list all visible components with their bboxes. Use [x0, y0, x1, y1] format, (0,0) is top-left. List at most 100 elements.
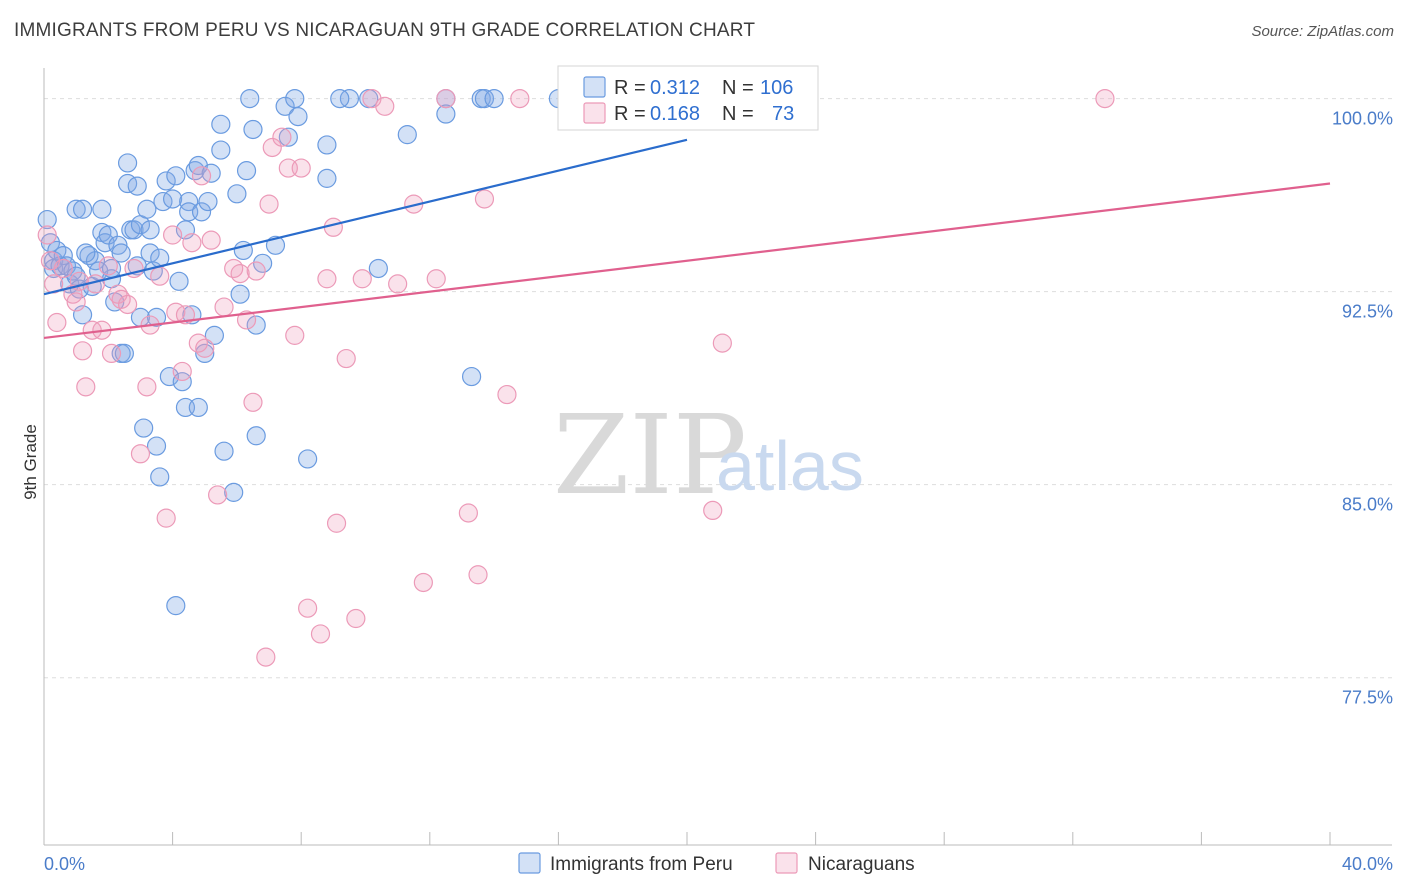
legend-r-label-peru: R =: [614, 77, 646, 99]
peru-point: [166, 166, 186, 186]
nicaraguans-point: [468, 565, 488, 585]
peru-point: [79, 245, 99, 266]
nicaraguans-point: [326, 513, 347, 533]
peru-point: [230, 284, 250, 304]
nicaraguans-point: [108, 284, 128, 304]
nicaraguans-point: [291, 158, 311, 178]
nicaraguans-point: [310, 624, 331, 644]
nicaraguans-point: [703, 500, 723, 521]
nicaraguans-point: [236, 310, 257, 330]
peru-point: [278, 127, 298, 147]
peru-point: [288, 107, 308, 127]
peru-point: [397, 125, 417, 145]
peru-point: [172, 372, 192, 392]
nicaraguans-point: [117, 294, 138, 315]
stats-legend: R = 0.312 N = 106 R = 0.168 N = 73: [557, 65, 819, 131]
watermark: ZIP atlas: [553, 391, 864, 519]
legend-r-label-nicaraguans: R =: [614, 103, 646, 125]
watermark-atlas: atlas: [716, 427, 864, 505]
peru-point: [191, 202, 212, 222]
peru-point: [37, 209, 57, 230]
peru-point: [317, 168, 337, 188]
nicaraguans-point: [336, 348, 356, 369]
nicaraguans-point: [474, 189, 495, 209]
x-tick-label: 40.0%: [1342, 854, 1393, 874]
nicaraguans-point: [285, 325, 305, 345]
peru-point: [108, 235, 128, 255]
nicaraguans-point: [298, 598, 318, 618]
peru-point: [368, 258, 388, 279]
x-tick-label: 0.0%: [44, 854, 85, 874]
nicaraguans-point: [262, 137, 282, 158]
peru-point: [227, 184, 247, 204]
peru-point: [339, 88, 360, 109]
nicaraguans-point: [72, 341, 93, 361]
peru-point: [285, 88, 305, 109]
nicaraguans-point: [191, 166, 212, 186]
peru-point: [240, 88, 260, 109]
nicaraguans-point: [346, 608, 366, 629]
source-label: Source: ZipAtlas.com: [1251, 23, 1394, 40]
nicaraguans-point: [317, 269, 337, 289]
nicaraguans-point: [150, 266, 170, 286]
peru-point: [169, 271, 189, 291]
peru-point: [85, 251, 106, 271]
peru-point: [124, 220, 144, 240]
peru-point: [111, 243, 131, 263]
nicaraguans-point: [137, 377, 157, 397]
nicaraguans-point: [208, 485, 228, 505]
peru-point: [195, 343, 215, 363]
nicaraguans-point: [195, 338, 215, 358]
nicaraguans-point: [426, 269, 446, 289]
bottom-legend-swatch-peru: [518, 852, 541, 874]
nicaraguans-point: [98, 256, 118, 276]
peru-point: [98, 225, 118, 245]
peru-point: [461, 366, 482, 387]
peru-point: [140, 220, 160, 240]
nicaraguans-point: [712, 333, 732, 353]
peru-point: [214, 441, 234, 461]
nicaraguans-point: [214, 297, 234, 317]
nicaraguans-point: [510, 88, 530, 109]
peru-point: [484, 88, 504, 109]
peru-point: [204, 325, 224, 345]
nicaraguans-point: [182, 233, 202, 253]
legend-n-label-nicaraguans: N =: [722, 103, 754, 125]
legend-swatch-nicaraguans: [583, 102, 606, 124]
peru-point: [127, 176, 147, 196]
legend-n-value-nicaraguans: 73: [772, 103, 794, 125]
nicaraguans-point: [413, 572, 433, 593]
legend-n-label-peru: N =: [722, 77, 754, 99]
peru-point: [117, 153, 138, 173]
series-legend: Immigrants from Peru Nicaraguans: [518, 852, 915, 875]
peru-point: [134, 418, 154, 438]
nicaraguans-point: [436, 88, 456, 109]
peru-point: [166, 596, 186, 616]
nicaraguans-point: [1095, 88, 1115, 109]
nicaraguans-point: [156, 508, 176, 528]
nicaraguans-point: [272, 127, 292, 147]
peru-point: [275, 96, 295, 116]
peru-point: [163, 189, 183, 209]
peru-point: [137, 199, 157, 219]
y-tick-labels: 100.0% 92.5% 85.0% 77.5%: [1332, 109, 1393, 708]
peru-point: [66, 199, 86, 219]
nicaraguans-point: [256, 647, 276, 667]
peru-point: [246, 315, 266, 335]
peru-point: [185, 161, 205, 181]
nicaraguans-point: [497, 384, 517, 405]
peru-point: [330, 88, 350, 109]
nicaraguans-point: [259, 194, 279, 214]
gridlines: [44, 98, 1392, 679]
peru-point: [159, 366, 179, 387]
y-tick-label: 77.5%: [1342, 688, 1393, 708]
peru-point: [211, 114, 231, 134]
legend-swatch-peru: [583, 76, 606, 98]
trend-lines: [43, 138, 1331, 340]
bottom-legend-label-peru: Immigrants from Peru: [550, 854, 733, 875]
peru-point: [211, 140, 231, 160]
peru-point: [150, 467, 170, 487]
peru-point: [72, 199, 93, 219]
peru-point: [436, 104, 456, 124]
